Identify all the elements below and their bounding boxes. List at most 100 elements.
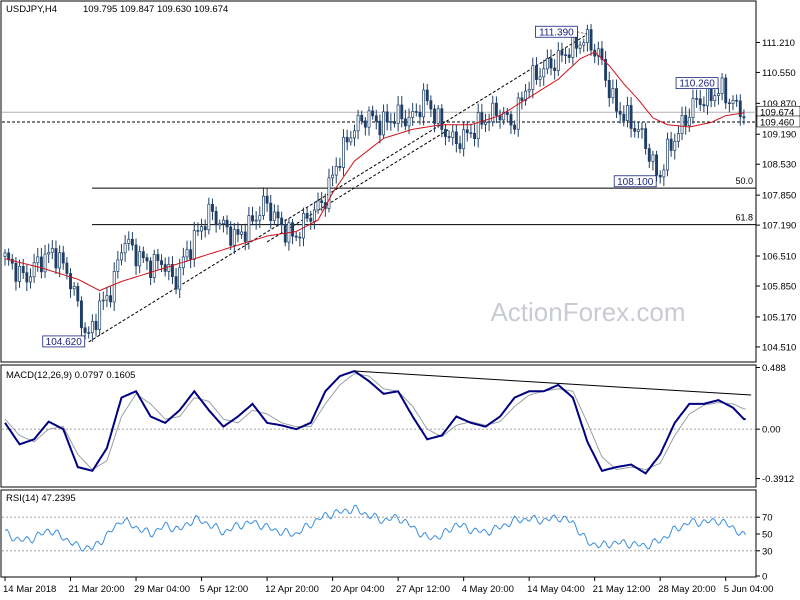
- time-tick-label: 27 Apr 12:00: [396, 584, 450, 595]
- time-tick-label: 12 Apr 20:00: [265, 584, 319, 595]
- candle: [112, 262, 116, 311]
- candle-body: [280, 217, 284, 226]
- swing-label-box: [675, 77, 719, 90]
- candle: [458, 135, 462, 154]
- candle-body: [611, 88, 615, 99]
- symbol-header: USDJPY,H4: [6, 4, 57, 15]
- candle: [232, 222, 236, 255]
- candle-body: [476, 112, 480, 140]
- candle: [352, 124, 356, 147]
- swing-label-text: 110.260: [679, 79, 715, 90]
- rsi-line: [4, 504, 747, 552]
- macd-axis: 0.488 0.00 -0.3912: [2, 363, 794, 485]
- candle-body: [378, 120, 382, 136]
- rsi-line: [4, 504, 747, 552]
- candle-body: [236, 229, 240, 235]
- candle-body: [269, 202, 273, 221]
- candle-body: [18, 266, 22, 282]
- candle-body: [138, 251, 142, 267]
- candle: [589, 23, 593, 56]
- candle: [302, 207, 305, 247]
- candle: [200, 218, 204, 240]
- current-price-label: 109.674: [760, 108, 794, 119]
- candle-body: [713, 95, 717, 101]
- candle: [123, 235, 127, 262]
- candle: [272, 204, 276, 225]
- candle: [203, 219, 207, 238]
- candle-body: [716, 93, 720, 96]
- candle: [254, 211, 258, 230]
- candle: [127, 231, 131, 251]
- candle-body: [393, 121, 396, 124]
- candle: [553, 59, 557, 80]
- candle: [695, 89, 699, 108]
- candle: [684, 106, 688, 135]
- candle-body: [156, 254, 160, 261]
- candle-body: [414, 111, 418, 113]
- candle-body: [640, 128, 644, 131]
- candle: [251, 206, 254, 226]
- candle-body: [494, 102, 498, 116]
- candle: [531, 57, 535, 99]
- candle-body: [589, 29, 593, 51]
- candle-body: [658, 174, 662, 178]
- price-tick-label: 107.850: [762, 191, 796, 202]
- channel-line: [88, 33, 588, 343]
- candle-body: [567, 54, 571, 58]
- candle-body: [629, 105, 633, 129]
- candle-body: [403, 118, 407, 127]
- candle: [411, 102, 415, 126]
- candle-body: [425, 89, 429, 102]
- candle-body: [367, 110, 371, 128]
- swing-labels: 104.620 111.390 108.100 110.260: [42, 25, 719, 348]
- candle: [18, 259, 22, 288]
- candle: [473, 124, 477, 147]
- candle-body: [462, 129, 466, 150]
- candle-body: [50, 248, 54, 253]
- swing-label-text: 108.100: [617, 177, 654, 188]
- candle: [371, 105, 375, 120]
- ma-line: [4, 51, 744, 292]
- candle: [742, 109, 746, 125]
- candle-body: [32, 262, 36, 278]
- candle: [207, 197, 211, 235]
- candle: [542, 59, 546, 86]
- macd-tick-label: 0.00: [762, 425, 781, 436]
- candle: [109, 286, 113, 308]
- candle-body: [72, 286, 76, 290]
- candle: [47, 243, 51, 264]
- candle-body: [735, 100, 739, 102]
- candle: [349, 130, 353, 146]
- candle: [25, 264, 29, 292]
- candle: [174, 267, 178, 295]
- candle-body: [69, 273, 72, 290]
- candle: [582, 38, 586, 53]
- candle: [480, 103, 484, 130]
- candle-body: [487, 121, 491, 123]
- candle: [451, 124, 455, 146]
- candle-body: [29, 276, 32, 283]
- candle-body: [724, 77, 728, 104]
- price-panel: ActionForex.com USDJPY,H4 109.795 109.84…: [0, 0, 800, 363]
- candle: [152, 249, 156, 283]
- candle-body: [130, 238, 134, 246]
- candle: [69, 268, 72, 298]
- swing-label: 108.100: [613, 175, 657, 188]
- swing-label: 110.260: [675, 77, 719, 90]
- candle: [509, 110, 513, 134]
- candle-body: [502, 111, 506, 121]
- candle-body: [443, 129, 447, 137]
- candle: [662, 164, 666, 187]
- candle-body: [731, 100, 735, 104]
- candle-body: [123, 243, 127, 254]
- candle-body: [553, 67, 557, 71]
- candle-body: [342, 136, 345, 168]
- candle-body: [647, 148, 651, 162]
- candle: [32, 253, 36, 283]
- watermark: ActionForex.com: [490, 297, 685, 327]
- candle-body: [411, 111, 415, 118]
- candle-body: [98, 300, 102, 330]
- candle: [669, 131, 673, 157]
- macd-lines: [4, 370, 752, 475]
- candle-body: [61, 252, 65, 264]
